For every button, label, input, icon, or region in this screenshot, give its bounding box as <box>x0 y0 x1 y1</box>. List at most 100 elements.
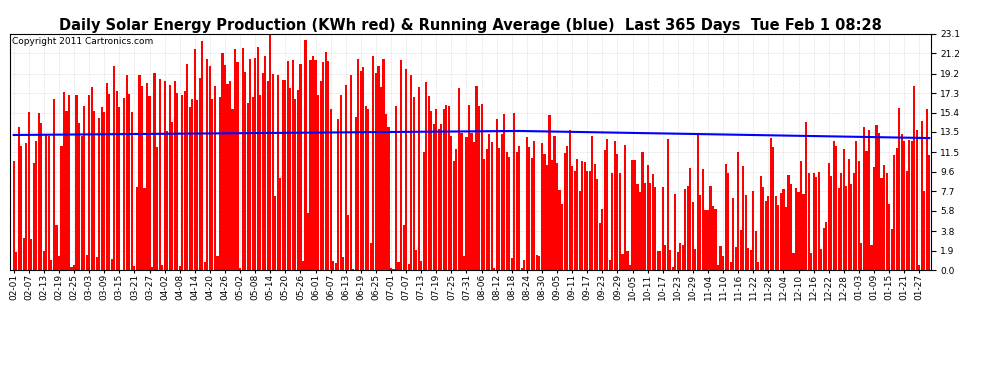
Bar <box>875 125 877 270</box>
Bar <box>171 122 173 270</box>
Bar <box>269 35 271 270</box>
Bar <box>357 59 359 270</box>
Bar <box>150 267 153 270</box>
Bar <box>229 81 231 270</box>
Bar <box>370 243 372 270</box>
Bar <box>777 205 779 270</box>
Bar <box>506 152 508 270</box>
Bar <box>627 251 629 270</box>
Bar <box>586 171 588 270</box>
Bar <box>156 147 158 270</box>
Bar <box>775 196 777 270</box>
Bar <box>65 111 67 270</box>
Bar <box>310 60 312 270</box>
Bar <box>649 183 651 270</box>
Bar <box>591 136 593 270</box>
Bar <box>78 123 80 270</box>
Bar <box>478 106 480 270</box>
Bar <box>717 265 719 270</box>
Bar <box>493 268 495 270</box>
Bar <box>372 56 374 270</box>
Bar <box>249 59 251 270</box>
Bar <box>415 250 417 270</box>
Bar <box>740 230 742 270</box>
Bar <box>191 99 193 270</box>
Bar <box>254 58 256 270</box>
Bar <box>526 137 528 270</box>
Bar <box>825 222 828 270</box>
Bar <box>913 86 916 270</box>
Bar <box>161 265 163 270</box>
Bar <box>274 196 276 270</box>
Bar <box>669 249 671 270</box>
Bar <box>475 86 477 270</box>
Bar <box>204 262 206 270</box>
Bar <box>287 60 289 270</box>
Bar <box>284 80 286 270</box>
Bar <box>189 107 191 270</box>
Bar <box>18 127 20 270</box>
Bar <box>581 161 583 270</box>
Bar <box>245 72 247 270</box>
Bar <box>460 134 462 270</box>
Bar <box>666 139 669 270</box>
Bar <box>599 223 601 270</box>
Bar <box>710 186 712 270</box>
Bar <box>443 109 445 270</box>
Bar <box>536 255 538 270</box>
Bar <box>85 255 88 270</box>
Bar <box>632 160 634 270</box>
Bar <box>83 106 85 270</box>
Bar <box>929 155 931 270</box>
Bar <box>747 248 749 270</box>
Bar <box>491 142 493 270</box>
Bar <box>91 87 93 270</box>
Bar <box>906 171 908 270</box>
Bar <box>531 158 533 270</box>
Bar <box>347 215 349 270</box>
Bar <box>770 138 772 270</box>
Bar <box>217 256 219 270</box>
Bar <box>893 155 895 270</box>
Bar <box>80 136 82 270</box>
Bar <box>173 81 176 270</box>
Bar <box>470 134 472 270</box>
Bar <box>277 75 279 270</box>
Bar <box>754 231 756 270</box>
Bar <box>561 204 563 270</box>
Bar <box>206 59 209 270</box>
Bar <box>780 192 782 270</box>
Bar <box>259 95 261 270</box>
Bar <box>798 192 800 270</box>
Bar <box>52 99 55 270</box>
Bar <box>578 191 581 270</box>
Bar <box>452 161 455 270</box>
Bar <box>624 145 626 270</box>
Bar <box>898 108 900 270</box>
Bar <box>730 262 732 270</box>
Bar <box>712 206 714 270</box>
Bar <box>838 188 840 270</box>
Bar <box>450 136 452 270</box>
Text: Copyright 2011 Cartronics.com: Copyright 2011 Cartronics.com <box>12 37 153 46</box>
Bar <box>637 184 639 270</box>
Bar <box>36 141 38 270</box>
Bar <box>488 134 490 270</box>
Bar <box>926 110 928 270</box>
Bar <box>513 113 516 270</box>
Bar <box>558 190 560 270</box>
Bar <box>261 72 263 270</box>
Bar <box>752 191 754 270</box>
Bar <box>349 75 351 270</box>
Bar <box>377 66 379 270</box>
Bar <box>790 184 792 270</box>
Bar <box>289 88 291 270</box>
Bar <box>677 252 679 270</box>
Bar <box>23 238 25 270</box>
Bar <box>178 266 181 270</box>
Bar <box>232 109 234 270</box>
Bar <box>803 194 805 270</box>
Bar <box>792 253 795 270</box>
Bar <box>634 160 637 270</box>
Bar <box>659 251 661 270</box>
